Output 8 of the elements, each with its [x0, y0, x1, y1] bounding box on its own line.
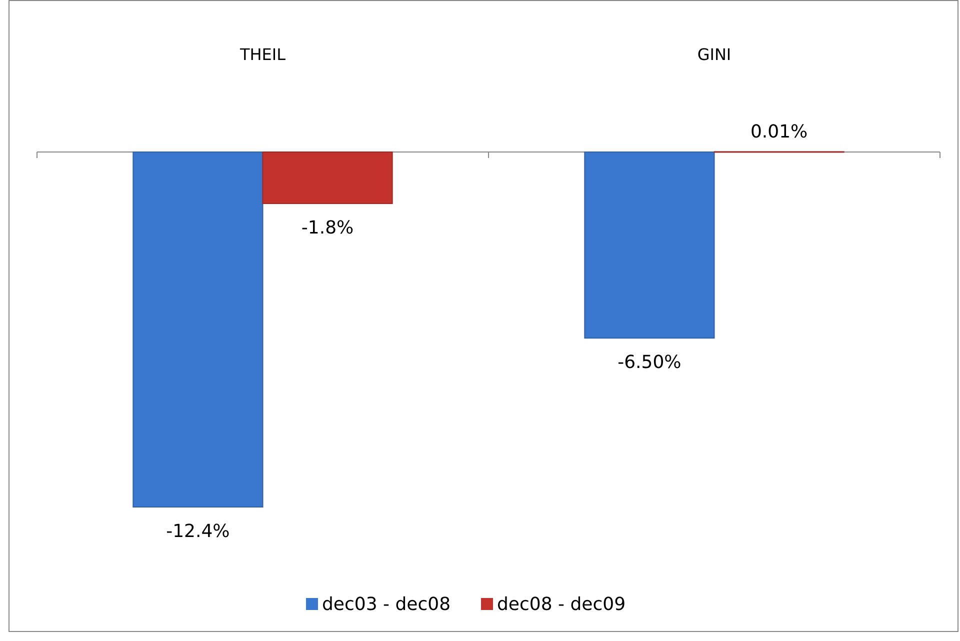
x-tick-label: GINI: [697, 45, 732, 64]
x-tick-label: THEIL: [238, 45, 286, 64]
data-label: -12.4%: [166, 521, 230, 542]
legend-label: dec03 - dec08: [322, 594, 451, 615]
data-label: -6.50%: [618, 352, 682, 374]
data-label: -1.8%: [301, 218, 354, 239]
data-label: 0.01%: [750, 122, 808, 143]
legend-label: dec08 - dec09: [497, 594, 626, 615]
